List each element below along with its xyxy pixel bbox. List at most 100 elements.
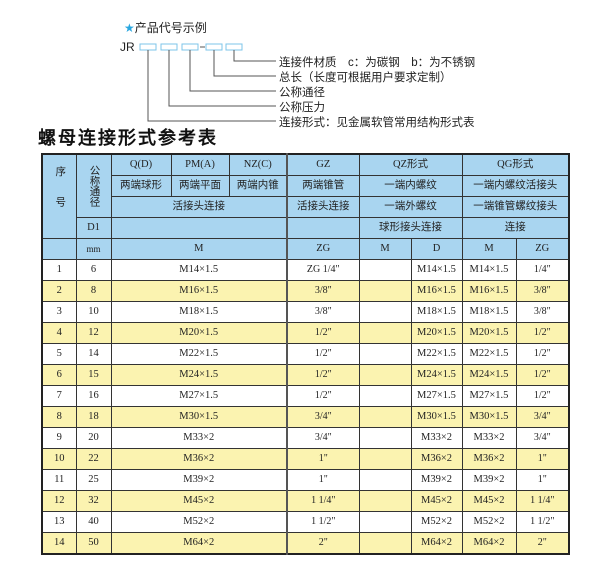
cell-seq: 4 [41,322,77,344]
cell-zg: 3/4" [286,406,360,428]
star-icon: ★ [124,21,135,35]
cell-qg-m: M16×1.5 [461,280,517,302]
cell-qz-m [358,364,412,386]
cell-zg: 1/2" [286,343,360,365]
header-qz: QZ形式 [358,153,463,176]
header-qz-d: D [410,238,463,260]
nut-connection-table: 序号 公称通径 Q(D) PM(A) NZ(C) GZ QZ形式 QG形式 两端… [41,153,571,555]
cell-m: M22×1.5 [110,343,288,365]
code-diagram [139,43,276,122]
cell-seq: 11 [41,469,77,491]
union-label: 活接头连接 [110,196,288,218]
code-box [181,43,199,51]
header-mm: mm [75,238,112,260]
cell-dn: 22 [75,448,112,470]
cell-dn: 25 [75,469,112,491]
example-title: ★产品代号示例 [124,19,207,36]
cell-zg: 3/8" [286,280,360,302]
cell-m: M24×1.5 [110,364,288,386]
label-pressure: 公称压力 [279,102,325,114]
cell-seq: 8 [41,406,77,428]
table-row: 9 20 M33×2 3/4" M33×2 M33×2 3/4" [41,427,570,449]
cell-qg-zg: 3/4" [515,427,570,449]
qg-desc: 一端内螺纹活接头 [461,175,570,197]
cell-qz-m [358,490,412,512]
header-m: M [110,238,288,260]
table-row: 4 12 M20×1.5 1/2" M20×1.5 M20×1.5 1/2" [41,322,570,344]
cell-qz-m [358,427,412,449]
cell-qg-zg: 2" [515,532,570,555]
cell-seq: 14 [41,532,77,555]
cell-zg: 3/8" [286,301,360,323]
cell-m: M18×1.5 [110,301,288,323]
table-row: 10 22 M36×2 1" M36×2 M36×2 1" [41,448,570,470]
cell-qz-m [358,511,412,533]
cell-qz-d: M24×1.5 [410,364,463,386]
header-qg: QG形式 [461,153,570,176]
cell-qg-zg: 1/2" [515,322,570,344]
cell-qg-zg: 1 1/4" [515,490,570,512]
qz-desc: 一端内螺纹 [358,175,463,197]
header-qg-m: M [461,238,517,260]
cell-qz-d: M39×2 [410,469,463,491]
cell-dn: 20 [75,427,112,449]
cell-zg: 2" [286,532,360,555]
qg-desc3: 连接 [461,217,570,239]
cell-dn: 10 [75,301,112,323]
cell-qg-zg: 3/8" [515,301,570,323]
header-qg-zg: ZG [515,238,570,260]
cell-qg-m: M20×1.5 [461,322,517,344]
cell-m: M14×1.5 [110,259,288,281]
table-row: 14 50 M64×2 2" M64×2 M64×2 2" [41,532,570,555]
cell-zg: 1/2" [286,364,360,386]
label-material: 连接件材质 c：为碳钢 b：为不锈钢 [279,57,476,69]
q-desc: 两端球形 [110,175,172,197]
table-row: 13 40 M52×2 1 1/2" M52×2 M52×2 1 1/2" [41,511,570,533]
cell-qg-m: M45×2 [461,490,517,512]
cell-qz-d: M30×1.5 [410,406,463,428]
header-zg: ZG [286,238,360,260]
header-dn: 公称通径 [75,153,112,218]
cell-qz-m [358,532,412,555]
cell-qz-d: M20×1.5 [410,322,463,344]
cell-qz-d: M22×1.5 [410,343,463,365]
table-row: 8 18 M30×1.5 3/4" M30×1.5 M30×1.5 3/4" [41,406,570,428]
cell-zg: 3/4" [286,427,360,449]
leader-line [189,50,276,92]
cell-zg: 1" [286,448,360,470]
cell-qz-d: M64×2 [410,532,463,555]
header-qz-m: M [358,238,412,260]
cell-qz-m [358,322,412,344]
header-d1: D1 [75,217,112,239]
header-q: Q(D) [110,153,172,176]
label-connection: 连接形式：见金属软管常用结构形式表 [279,117,475,129]
cell-qz-m [358,448,412,470]
cell-zg: 1/2" [286,322,360,344]
cell-m: M64×2 [110,532,288,555]
cell-qg-m: M36×2 [461,448,517,470]
cell-zg: 1 1/4" [286,490,360,512]
cell-qg-m: M22×1.5 [461,343,517,365]
cell-m: M20×1.5 [110,322,288,344]
header-nz: NZ(C) [228,153,288,176]
cell-zg: 1 1/2" [286,511,360,533]
cell-qg-m: M64×2 [461,532,517,555]
code-prefix: JR [120,40,135,54]
blank [110,217,288,239]
header-gz: GZ [286,153,360,176]
gz-union-label: 活接头连接 [286,196,360,218]
label-length: 总长（长度可根据用户要求定制） [279,72,452,84]
cell-dn: 32 [75,490,112,512]
qz-desc2: 一端外螺纹 [358,196,463,218]
cell-m: M30×1.5 [110,406,288,428]
cell-dn: 16 [75,385,112,407]
cell-qz-m [358,406,412,428]
cell-qg-m: M27×1.5 [461,385,517,407]
cell-seq: 6 [41,364,77,386]
cell-qg-m: M30×1.5 [461,406,517,428]
cell-m: M16×1.5 [110,280,288,302]
cell-dn: 12 [75,322,112,344]
leader-line [233,50,276,62]
code-box [205,43,223,51]
header-pm: PM(A) [170,153,230,176]
